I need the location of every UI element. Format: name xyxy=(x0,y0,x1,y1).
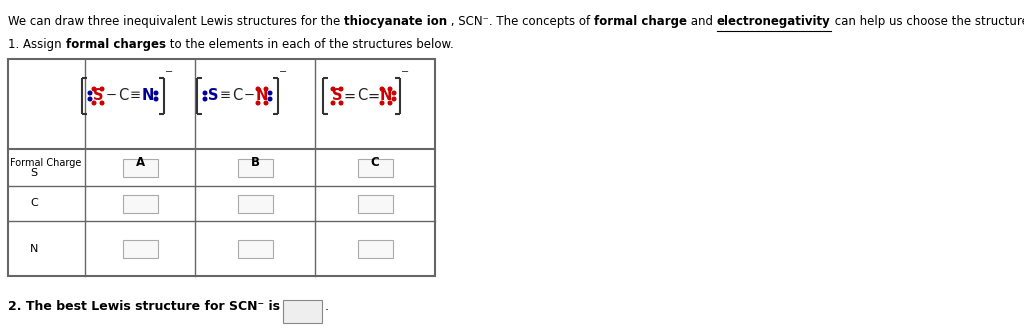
Bar xyxy=(238,239,272,258)
Circle shape xyxy=(268,97,271,101)
Circle shape xyxy=(256,87,260,91)
Circle shape xyxy=(339,87,343,91)
Text: ≡: ≡ xyxy=(219,90,230,103)
Text: N: N xyxy=(256,89,268,104)
Text: formal charges: formal charges xyxy=(66,38,166,51)
Circle shape xyxy=(203,97,207,101)
Text: to the elements in each of the structures below.: to the elements in each of the structure… xyxy=(166,38,454,51)
Text: We can draw three inequivalent Lewis structures for the: We can draw three inequivalent Lewis str… xyxy=(8,15,344,28)
Text: B: B xyxy=(251,156,259,168)
Circle shape xyxy=(339,101,343,105)
Bar xyxy=(8,59,435,276)
Circle shape xyxy=(388,87,392,91)
Bar xyxy=(123,239,158,258)
Text: 1. Assign: 1. Assign xyxy=(8,38,66,51)
Text: S: S xyxy=(30,168,37,178)
Text: C: C xyxy=(30,198,38,208)
Text: N: N xyxy=(141,89,155,104)
Text: formal charge: formal charge xyxy=(594,15,687,28)
Circle shape xyxy=(388,101,392,105)
Circle shape xyxy=(88,97,92,101)
Circle shape xyxy=(92,87,96,91)
Text: A: A xyxy=(135,156,144,168)
Text: .: . xyxy=(325,300,329,313)
Circle shape xyxy=(380,101,384,105)
Text: C: C xyxy=(357,89,368,104)
Circle shape xyxy=(155,97,158,101)
Bar xyxy=(123,194,158,212)
Text: −: − xyxy=(105,89,117,102)
Text: 2. The best Lewis structure for SCN⁻ is: 2. The best Lewis structure for SCN⁻ is xyxy=(8,300,281,313)
Text: ≡: ≡ xyxy=(129,90,140,103)
Text: thiocyanate ion: thiocyanate ion xyxy=(344,15,447,28)
Text: N: N xyxy=(30,243,38,254)
Text: =: = xyxy=(344,89,356,104)
Text: can help us choose the structure that is the best representation.: can help us choose the structure that is… xyxy=(830,15,1024,28)
Text: N: N xyxy=(380,89,392,104)
Text: C: C xyxy=(371,156,379,168)
Bar xyxy=(123,159,158,176)
Text: C: C xyxy=(118,89,128,104)
Text: , SCN⁻. The concepts of: , SCN⁻. The concepts of xyxy=(447,15,594,28)
Text: S: S xyxy=(208,89,218,104)
Text: electronegativity: electronegativity xyxy=(717,15,830,28)
Circle shape xyxy=(331,101,335,105)
Circle shape xyxy=(392,97,396,101)
Circle shape xyxy=(88,91,92,95)
Text: S: S xyxy=(93,89,103,104)
Circle shape xyxy=(155,91,158,95)
Circle shape xyxy=(264,87,268,91)
Text: −: − xyxy=(244,89,255,102)
Circle shape xyxy=(92,101,96,105)
Circle shape xyxy=(380,87,384,91)
Circle shape xyxy=(268,91,271,95)
Circle shape xyxy=(100,87,103,91)
Bar xyxy=(357,194,392,212)
Bar xyxy=(238,194,272,212)
Circle shape xyxy=(100,101,103,105)
Circle shape xyxy=(264,101,268,105)
Circle shape xyxy=(203,91,207,95)
Text: −: − xyxy=(165,67,173,77)
Bar xyxy=(357,239,392,258)
Bar xyxy=(238,159,272,176)
Circle shape xyxy=(392,91,396,95)
Text: and: and xyxy=(687,15,717,28)
Bar xyxy=(357,159,392,176)
Text: =: = xyxy=(368,89,380,104)
Text: −: − xyxy=(401,67,410,77)
Text: −: − xyxy=(279,67,287,77)
Text: ▾: ▾ xyxy=(316,304,321,314)
Circle shape xyxy=(256,101,260,105)
Circle shape xyxy=(331,87,335,91)
Text: Formal Charge: Formal Charge xyxy=(10,159,81,168)
Text: S: S xyxy=(332,89,342,104)
Text: C: C xyxy=(231,89,242,104)
